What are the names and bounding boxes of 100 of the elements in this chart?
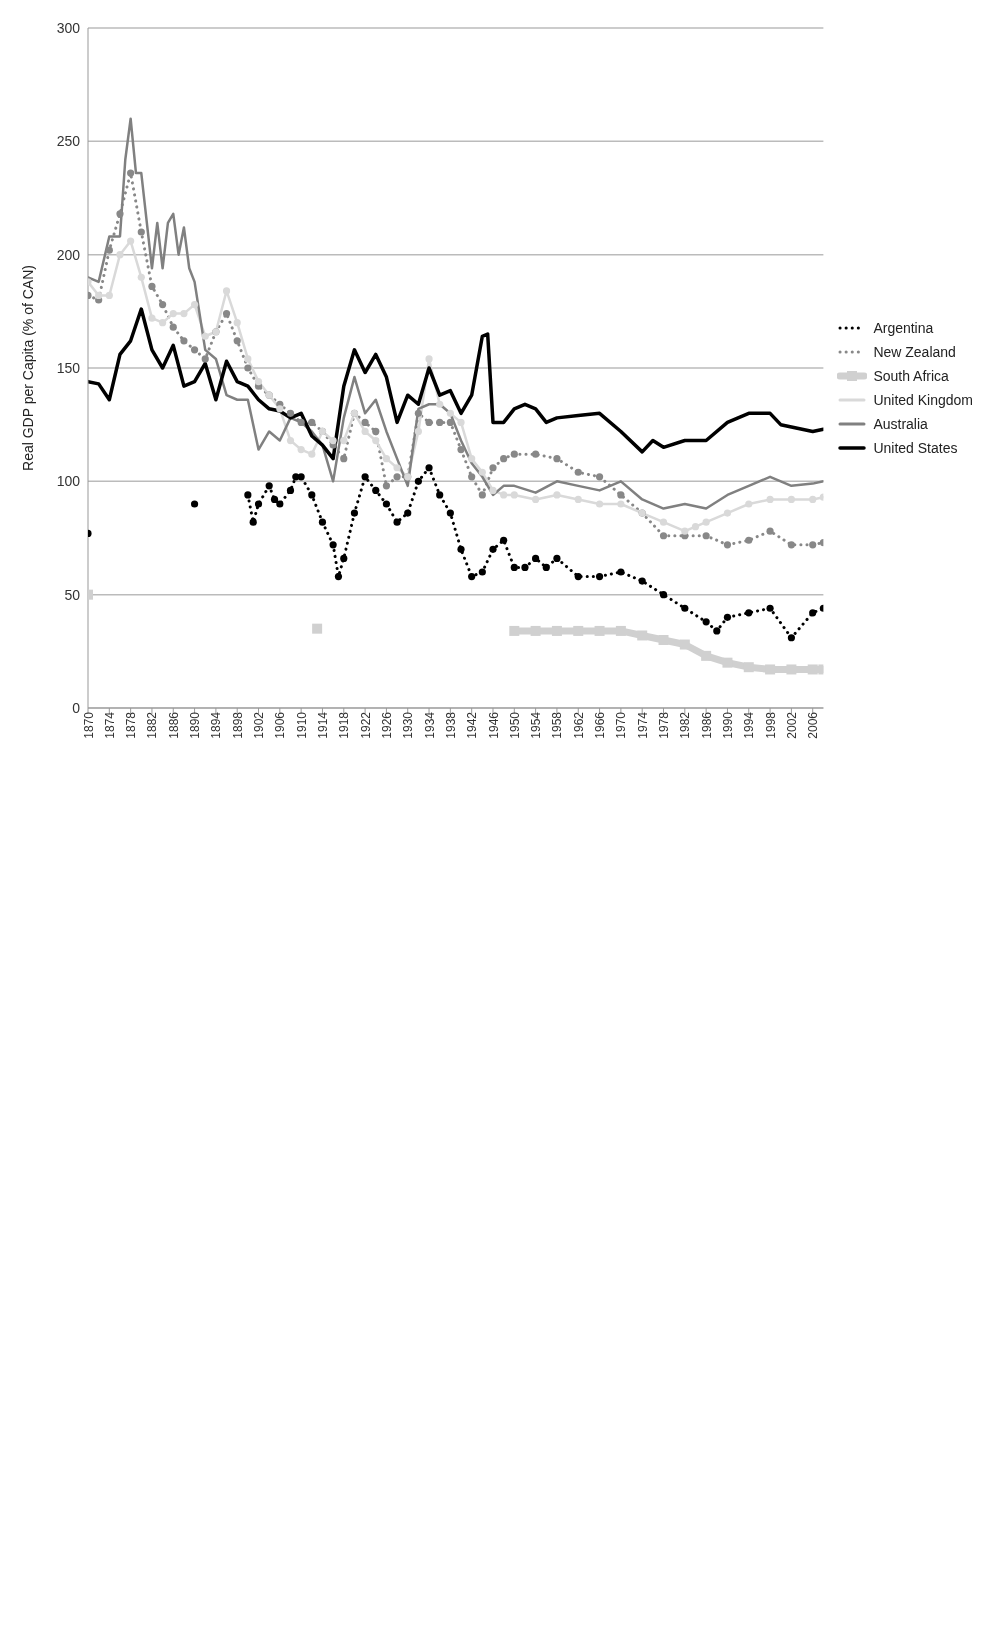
x-tick-label: 1894 — [209, 711, 224, 739]
point — [681, 604, 689, 612]
point — [681, 527, 689, 535]
point — [510, 491, 518, 499]
point — [190, 500, 199, 508]
point — [617, 500, 625, 508]
point — [553, 491, 561, 499]
x-tick-label: 1890 — [188, 711, 203, 739]
point — [436, 418, 444, 426]
point — [809, 609, 817, 617]
legend-label: South Africa — [873, 368, 949, 384]
point — [766, 604, 774, 612]
point — [95, 291, 103, 300]
point — [478, 468, 486, 476]
point — [308, 491, 316, 499]
point — [489, 545, 497, 553]
point — [691, 523, 700, 531]
point — [137, 273, 145, 281]
x-tick-label: 1962 — [571, 711, 586, 739]
point — [809, 541, 817, 549]
x-tick-label: 1934 — [422, 711, 437, 739]
x-tick-label: 1870 — [81, 711, 96, 739]
point — [468, 455, 476, 463]
point — [137, 228, 145, 236]
point — [350, 509, 359, 517]
y-tick-label: 200 — [56, 246, 81, 263]
point — [190, 300, 199, 309]
point — [148, 314, 156, 322]
point — [510, 450, 518, 458]
point — [787, 634, 795, 642]
point — [658, 635, 669, 645]
point — [436, 400, 444, 408]
x-tick-label: 1986 — [699, 711, 714, 739]
point — [116, 251, 124, 259]
point — [532, 495, 540, 504]
x-tick-label: 1978 — [657, 711, 672, 739]
point — [308, 418, 316, 426]
point — [617, 491, 625, 499]
point — [659, 591, 668, 599]
point — [382, 500, 391, 508]
point — [787, 541, 795, 549]
x-tick-label: 1874 — [102, 711, 117, 739]
point — [308, 450, 316, 458]
point — [414, 427, 422, 436]
point — [574, 572, 582, 581]
point — [722, 657, 733, 668]
point — [297, 473, 305, 481]
x-tick-label: 1898 — [230, 711, 245, 739]
point — [201, 332, 209, 340]
point — [286, 486, 295, 494]
point — [169, 323, 177, 331]
point — [233, 319, 241, 327]
point — [745, 500, 753, 508]
point — [446, 509, 454, 517]
point — [500, 536, 508, 544]
x-tick-label: 1922 — [358, 711, 373, 739]
point — [393, 518, 401, 526]
point — [446, 418, 454, 426]
point — [276, 405, 284, 413]
point — [617, 568, 625, 576]
point — [159, 300, 167, 309]
y-tick-label: 50 — [64, 586, 81, 603]
x-tick-label: 1958 — [550, 711, 565, 739]
x-tick-label: 2006 — [806, 711, 821, 739]
point — [340, 554, 348, 562]
point — [254, 378, 263, 386]
x-tick-label: 1902 — [252, 711, 267, 739]
point — [159, 319, 167, 327]
point — [457, 418, 465, 426]
point — [500, 491, 508, 499]
point — [249, 518, 257, 526]
point — [574, 468, 582, 476]
point — [244, 491, 252, 499]
legend-label: New Zealand — [873, 344, 956, 360]
point — [148, 282, 156, 290]
x-tick-label: 1982 — [678, 711, 693, 739]
point — [382, 455, 391, 463]
x-tick-label: 1918 — [337, 711, 352, 739]
point — [105, 246, 113, 254]
y-tick-label: 100 — [56, 473, 81, 490]
x-tick-label: 2002 — [784, 711, 799, 739]
line-series — [88, 307, 824, 461]
point — [723, 613, 732, 621]
x-tick-label: 1914 — [315, 711, 330, 739]
point — [318, 518, 327, 526]
point — [702, 532, 710, 540]
point — [574, 495, 582, 504]
point — [713, 627, 721, 635]
point — [254, 500, 263, 508]
x-tick-label: 1938 — [443, 711, 458, 739]
x-tick-label: 1926 — [379, 711, 394, 739]
point — [521, 563, 529, 572]
y-axis-title: Real GDP per Capita (% of CAN) — [19, 265, 36, 471]
x-tick-label: 1910 — [294, 711, 309, 739]
x-tick-label: 1994 — [742, 711, 757, 739]
x-tick-label: 1954 — [529, 711, 544, 739]
point — [489, 486, 497, 494]
point — [446, 409, 454, 417]
point — [425, 418, 433, 426]
x-tick-label: 1882 — [145, 711, 160, 739]
